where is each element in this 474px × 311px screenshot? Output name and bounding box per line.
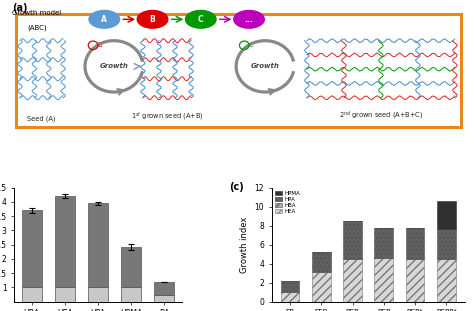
Text: C: C <box>249 42 254 48</box>
Bar <box>22 287 42 311</box>
Legend: HPMA, HPA, HBA, HEA: HPMA, HPA, HBA, HEA <box>274 190 301 215</box>
Text: Growth: Growth <box>251 63 280 69</box>
Bar <box>281 292 300 302</box>
Bar <box>121 247 141 287</box>
Text: (a): (a) <box>12 3 27 13</box>
Text: C: C <box>198 15 204 24</box>
Bar <box>55 196 75 287</box>
Bar <box>374 228 393 258</box>
Text: 1$^{st}$ grown seed (A+B): 1$^{st}$ grown seed (A+B) <box>131 110 203 122</box>
Bar <box>55 287 75 311</box>
Bar <box>343 259 362 302</box>
Text: B: B <box>98 42 102 48</box>
Bar <box>312 252 331 272</box>
Bar <box>374 258 393 302</box>
Text: ...: ... <box>245 15 253 24</box>
Bar <box>88 203 108 287</box>
Bar <box>343 221 362 259</box>
Bar <box>437 201 456 229</box>
Ellipse shape <box>234 11 264 28</box>
Text: 2$^{nd}$ grown seed (A+B+C): 2$^{nd}$ grown seed (A+B+C) <box>338 110 423 122</box>
Text: B: B <box>150 15 155 24</box>
Bar <box>437 259 456 302</box>
Bar <box>155 295 174 311</box>
Text: A: A <box>101 15 107 24</box>
Bar <box>22 211 42 287</box>
Text: Growth model: Growth model <box>12 11 61 16</box>
Bar <box>437 229 456 259</box>
Bar <box>17 14 461 127</box>
Ellipse shape <box>89 11 119 28</box>
Bar <box>312 272 331 302</box>
Bar <box>281 281 300 292</box>
Text: Seed (A): Seed (A) <box>27 115 56 122</box>
Ellipse shape <box>185 11 216 28</box>
Bar <box>155 282 174 295</box>
Bar <box>121 287 141 311</box>
Bar <box>406 229 425 259</box>
Text: (c): (c) <box>229 182 244 192</box>
Bar <box>406 259 425 302</box>
Y-axis label: Growth index: Growth index <box>240 216 249 273</box>
Ellipse shape <box>137 11 168 28</box>
Text: (ABC): (ABC) <box>27 25 46 31</box>
Bar <box>88 287 108 311</box>
Text: Growth: Growth <box>100 63 128 69</box>
